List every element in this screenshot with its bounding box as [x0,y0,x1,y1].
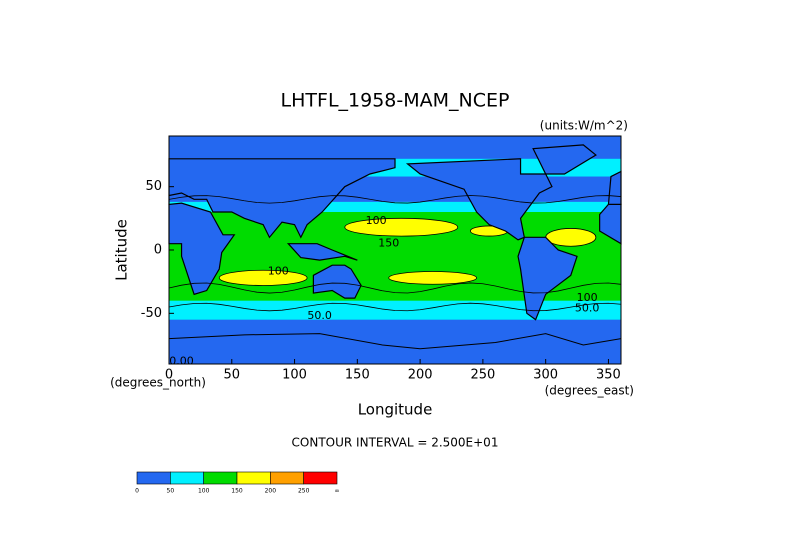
colorbar-label: 200 [265,488,277,495]
colorbar-label: 0 [135,488,139,495]
land [532,144,597,175]
colorbar-label: 50 [167,488,175,495]
colorbar-box [270,471,304,485]
x-tick-label: 0 [165,368,173,383]
contour-line [168,195,622,204]
x-tick-label: 250 [470,368,495,383]
land [312,264,362,299]
contour-label: 100 [366,214,387,227]
chart-title: LHTFL_1958-MAM_NCEP [281,90,510,112]
x-axis-label: Longitude [358,401,433,419]
colorbar-label: 250 [298,488,310,495]
units-label: (units:W/m^2) [540,119,628,133]
y-axis-label: Latitude [113,219,131,281]
land [286,243,358,261]
colorbar-box [236,471,271,485]
coastline [168,333,622,350]
field-patch [344,217,459,237]
contour-label: 0.00 [169,354,194,367]
colorbar-box [136,471,171,485]
contour-label: 100 [268,265,289,278]
x-tick-label: 50 [224,368,241,383]
contour-line [168,302,622,312]
contour-label: 100 [577,291,598,304]
contour-line [168,282,622,294]
x-tick-label: 100 [282,368,307,383]
contour-interval: CONTOUR INTERVAL = 2.500E+01 [292,436,499,450]
x-tick-label: 350 [596,368,621,383]
colorbar-box [203,471,238,485]
land [168,158,396,239]
colorbar-label: 100 [198,488,210,495]
colorbar-label: ∞ [335,488,340,495]
field-patch [388,271,477,285]
colorbar-box [170,471,204,485]
y-tick-label: 0 [154,243,162,258]
y-tick-label: 50 [145,179,162,194]
land [168,202,236,296]
field-patch [545,228,597,247]
land [517,236,578,321]
field-patch [218,269,308,286]
map [168,136,622,364]
colorbar-label: 150 [231,488,243,495]
y-tick-label: -50 [141,306,162,321]
y-unit-label: (degrees_north) [110,376,206,390]
x-unit-label: (degrees_east) [545,384,634,398]
x-tick-label: 200 [408,368,433,383]
contour-label: 150 [378,237,399,250]
colorbar-box [303,471,338,485]
x-tick-label: 300 [533,368,558,383]
contour-label: 50.0 [307,309,332,322]
contour-label: 50.0 [575,301,600,314]
x-tick-label: 150 [345,368,370,383]
